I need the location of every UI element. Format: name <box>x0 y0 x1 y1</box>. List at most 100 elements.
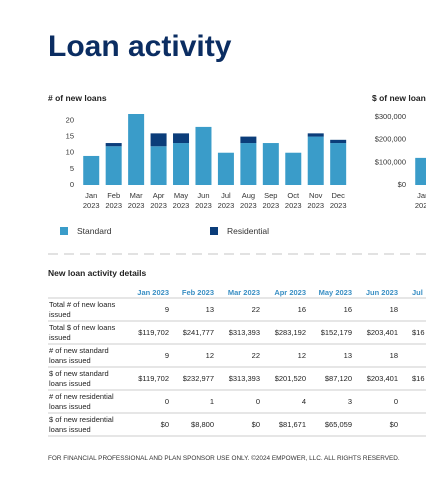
x-tick-label: Jan 2023 <box>82 191 100 210</box>
bar <box>173 143 190 185</box>
y-tick-label: $300,000 <box>375 112 406 121</box>
column-header: May 2023 <box>318 288 352 297</box>
row-label: # of new residential loans issued <box>49 391 114 411</box>
bar <box>330 139 347 144</box>
column-header: Jan 2023 <box>137 288 169 297</box>
x-tick-label: Dec 2023 <box>329 191 347 210</box>
x-tick-label: Feb 2023 <box>105 191 123 210</box>
table-cell: $81,671 <box>278 420 306 429</box>
table-cell: $119,702 <box>138 328 169 337</box>
x-tick-label: Jul 2023 <box>217 191 235 210</box>
row-label: $ of new residential loans issued <box>49 414 114 434</box>
table-cell: $0 <box>160 420 169 429</box>
table-title: New loan activity details <box>48 268 147 278</box>
table-cell: $119,702 <box>138 374 169 383</box>
table-cell: $313,393 <box>228 374 260 383</box>
table-cell: $16 <box>412 374 425 383</box>
bar <box>240 143 257 185</box>
table-cell: 0 <box>255 397 260 406</box>
table-cell: $16 <box>412 328 425 337</box>
y-tick-label: $100,000 <box>375 157 406 166</box>
table-cell: 12 <box>297 351 306 360</box>
legend-label: Residential <box>227 226 269 236</box>
table-cell: $241,777 <box>182 328 214 337</box>
bar <box>105 146 122 185</box>
x-tick-label: Aug 2023 <box>240 191 257 210</box>
bar <box>415 157 426 185</box>
table-cell: 4 <box>301 397 306 406</box>
legend-label: Standard <box>77 226 112 236</box>
table-cell: 9 <box>164 351 169 360</box>
x-tick-label: Oct 2023 <box>284 191 302 210</box>
x-tick-label: Nov 2023 <box>307 191 325 210</box>
table-cell: 9 <box>164 305 169 314</box>
table-cell: $201,520 <box>274 374 306 383</box>
legend-swatch <box>60 227 68 235</box>
x-tick-label: Jun 2023 <box>195 191 212 210</box>
table-cell: 3 <box>347 397 352 406</box>
table-cell: 22 <box>251 351 260 360</box>
bar <box>262 143 279 185</box>
table-cell: 13 <box>343 351 352 360</box>
bar <box>217 152 234 185</box>
table-cell: $232,977 <box>182 374 214 383</box>
table-cell: $152,179 <box>320 328 352 337</box>
row-label: # of new standard loans issued <box>49 345 109 365</box>
table-cell: 0 <box>393 397 398 406</box>
bar <box>173 133 190 144</box>
bar <box>105 143 122 147</box>
x-tick-label: Jan 2023 <box>414 191 426 210</box>
table-cell: 18 <box>389 305 398 314</box>
page-title: Loan activity <box>48 30 232 63</box>
column-header: Feb 2023 <box>181 288 214 297</box>
table-cell: $87,120 <box>324 374 352 383</box>
table-cell: 18 <box>389 351 398 360</box>
row-label: Total # of new loans issued <box>49 299 116 319</box>
bar <box>195 126 212 185</box>
x-tick-label: Sep 2023 <box>262 191 280 210</box>
x-tick-label: May 2023 <box>172 191 190 210</box>
x-tick-label: Mar 2023 <box>127 191 145 210</box>
table-cell: 16 <box>343 305 352 314</box>
legend-swatch <box>210 227 218 235</box>
y-tick-label: $0 <box>398 180 406 189</box>
table-cell: 0 <box>164 397 169 406</box>
chart-title: $ of new loans <box>372 93 426 103</box>
y-tick-label: 0 <box>70 180 74 189</box>
chart-title: # of new loans <box>48 93 107 103</box>
y-tick-label: 5 <box>70 164 74 173</box>
table-cell: $0 <box>389 420 398 429</box>
table-cell: $313,393 <box>228 328 260 337</box>
bar <box>128 114 145 185</box>
column-header: Jun 2023 <box>365 288 398 297</box>
y-tick-label: 15 <box>66 132 74 141</box>
column-header: Mar 2023 <box>227 288 260 297</box>
table-cell: 13 <box>205 305 214 314</box>
y-tick-label: $200,000 <box>375 135 406 144</box>
bar <box>83 155 100 185</box>
column-header: Apr 2023 <box>274 288 306 297</box>
bar <box>307 133 324 137</box>
x-tick-label: Apr 2023 <box>150 191 167 210</box>
y-tick-label: 10 <box>66 148 74 157</box>
table-cell: $65,059 <box>324 420 352 429</box>
table-cell: $0 <box>251 420 260 429</box>
footer: FOR FINANCIAL PROFESSIONAL AND PLAN SPON… <box>48 455 400 462</box>
table-cell: 22 <box>251 305 260 314</box>
column-header: Jul <box>412 288 423 297</box>
bar <box>240 136 257 144</box>
bar <box>330 143 347 185</box>
table-cell: $203,401 <box>366 328 398 337</box>
bar <box>285 152 302 185</box>
table-cell: 1 <box>209 397 214 406</box>
y-tick-label: 20 <box>66 115 74 124</box>
bar <box>150 133 167 147</box>
bar <box>307 136 324 185</box>
row-label: $ of new standard loans issued <box>49 368 109 388</box>
table-cell: $203,401 <box>366 374 398 383</box>
table-cell: 12 <box>205 351 214 360</box>
table-cell: $8,800 <box>191 420 214 429</box>
table-cell: $283,192 <box>274 328 306 337</box>
